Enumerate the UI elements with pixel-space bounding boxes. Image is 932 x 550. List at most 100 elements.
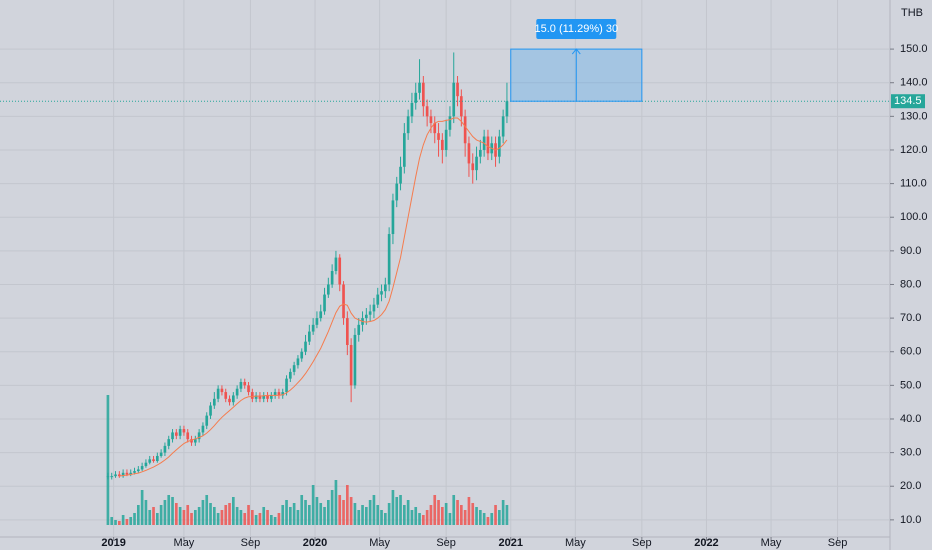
candle-body (289, 371, 292, 379)
volume-bar (152, 507, 155, 525)
candle-body (277, 392, 281, 396)
candle-body (152, 459, 155, 462)
candle-body (163, 445, 167, 453)
candle-body (243, 381, 247, 386)
candle-body (429, 116, 433, 124)
candle-body (216, 388, 220, 399)
volume-bar (387, 503, 391, 525)
volume-bar (441, 507, 444, 525)
y-tick-label: 10.0 (900, 514, 921, 526)
volume-bar (300, 495, 304, 525)
volume-bar (106, 395, 110, 525)
volume-bar (133, 513, 136, 525)
volume-bar (277, 513, 281, 525)
candle-body (133, 471, 136, 473)
volume-bar (266, 510, 269, 525)
y-tick-label: 30.0 (900, 447, 921, 459)
volume-bar (190, 513, 193, 525)
candle-body (425, 106, 429, 117)
candle-body (258, 395, 262, 399)
x-tick-label: May (565, 537, 586, 549)
y-tick-label: 90.0 (900, 245, 921, 257)
measure-label-box (536, 19, 617, 39)
candle-body (338, 257, 342, 285)
candle-body (114, 474, 117, 477)
x-tick-label: Sep (241, 537, 261, 549)
volume-bar (140, 490, 144, 525)
volume-bar (372, 495, 376, 525)
volume-bar (338, 495, 342, 525)
volume-bar (482, 513, 486, 525)
volume-bar (346, 485, 349, 525)
candle-body (391, 200, 395, 235)
candle-body (304, 341, 307, 352)
candle-body (368, 311, 372, 315)
candle-body (395, 183, 399, 201)
candle-body (460, 96, 463, 117)
candle-body (117, 474, 121, 477)
volume-bar (262, 507, 266, 525)
volume-bar (243, 513, 247, 525)
candle-body (212, 398, 216, 406)
candle-body (232, 395, 235, 403)
candle-body (327, 284, 330, 295)
candle-body (387, 234, 391, 285)
volume-bar (433, 495, 437, 525)
volume-bar (391, 490, 395, 525)
candle-body (463, 116, 467, 144)
x-tick-label: 2019 (101, 537, 125, 549)
volume-bar (197, 507, 201, 525)
volume-bar (247, 505, 250, 525)
y-tick-label: 110.0 (900, 178, 927, 190)
candle-body (403, 133, 406, 167)
volume-bar (193, 510, 197, 525)
candle-body (319, 311, 323, 319)
volume-bar (475, 507, 478, 525)
volume-bar (209, 503, 212, 525)
candle-body (201, 425, 205, 433)
candle-body (186, 432, 190, 440)
candle-body (433, 123, 437, 134)
volume-bar (494, 505, 497, 525)
candle-body (501, 116, 505, 137)
candle-body (209, 405, 212, 416)
candle-body (251, 392, 254, 399)
volume-bar (486, 517, 490, 525)
volume-bar (490, 513, 494, 525)
y-tick-label: 140.0 (900, 77, 928, 89)
candle-body (266, 395, 269, 399)
volume-bar (159, 505, 163, 525)
candle-body (452, 82, 456, 117)
y-tick-label: 80.0 (900, 278, 921, 290)
volume-bar (456, 500, 459, 525)
candle-body (224, 392, 228, 399)
candle-body (262, 395, 266, 399)
candle-body (486, 136, 490, 154)
volume-bar (479, 510, 482, 525)
volume-bar (273, 517, 277, 525)
y-tick-label: 100.0 (900, 211, 928, 223)
candle-body (300, 351, 304, 359)
volume-bar (357, 510, 361, 525)
volume-bar (201, 500, 205, 525)
candle-body (144, 462, 148, 467)
volume-bar (270, 515, 273, 525)
volume-bar (148, 510, 152, 525)
volume-bar (410, 510, 414, 525)
volume-bar (349, 497, 353, 525)
candle-body (167, 439, 171, 446)
volume-bar (395, 497, 399, 525)
candle-body (384, 284, 387, 292)
candle-body (254, 395, 258, 399)
volume-bar (422, 515, 425, 525)
volume-bar (212, 507, 216, 525)
volume-bar (235, 507, 239, 525)
volume-bar (289, 507, 292, 525)
volume-bar (368, 500, 372, 525)
volume-bar (380, 510, 383, 525)
candle-body (247, 385, 250, 393)
candle-body (399, 166, 402, 184)
volume-bar (467, 497, 471, 525)
x-tick-label: May (174, 537, 195, 549)
